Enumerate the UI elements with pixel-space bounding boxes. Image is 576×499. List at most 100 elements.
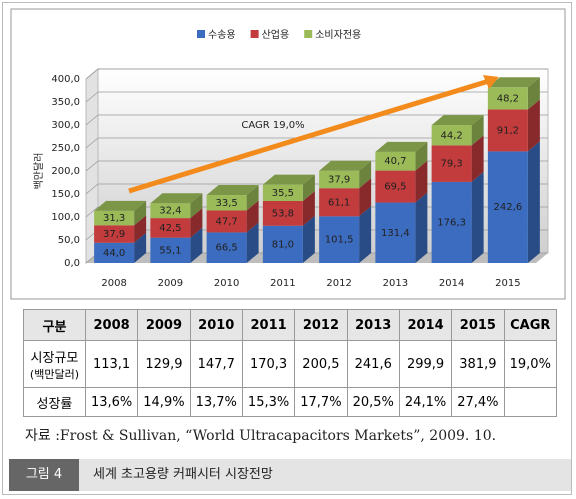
value-label: 35,5 [272, 188, 294, 199]
grid-line [85, 91, 548, 103]
bar-side [190, 193, 203, 219]
table-cell: 299,9 [398, 340, 453, 388]
header-cell: 2011 [241, 309, 296, 341]
value-label: 176,3 [437, 217, 466, 228]
value-label: 242,6 [494, 202, 523, 213]
value-label: 48,2 [497, 93, 519, 104]
value-label: 47,7 [215, 216, 237, 227]
value-label: 66,5 [215, 243, 237, 254]
bar-side [190, 208, 203, 238]
bar-top [487, 77, 540, 88]
caption-title: 세계 초고용량 커패시터 시장전망 [93, 467, 273, 482]
bar [94, 210, 135, 226]
bar [487, 109, 528, 152]
bar [262, 225, 303, 263]
bar-side [302, 215, 315, 263]
source: 자료 :Frost & Sullivan, “World Ultracapaci… [25, 428, 497, 444]
table-cell: 200,5 [294, 340, 348, 388]
row-sublabel: (백만달러) [29, 367, 79, 381]
value-label: 69,5 [384, 182, 406, 193]
bar [431, 125, 472, 146]
table-cell: 17,7% [294, 387, 348, 417]
x-tick-label: 2012 [326, 278, 351, 289]
bar-side [134, 232, 147, 263]
y-tick-label: 300,0 [51, 120, 80, 131]
bar [487, 87, 528, 110]
value-label: 32,4 [159, 206, 181, 217]
bar-side [415, 192, 428, 263]
legend-swatch [250, 30, 259, 38]
bar-side [415, 160, 428, 203]
value-label: 44,0 [103, 248, 125, 259]
legend-label: 소비자전용 [315, 29, 361, 41]
header-cell: 2008 [84, 309, 139, 341]
legend-swatch [304, 30, 313, 38]
table-cell: 24,1% [398, 387, 453, 417]
value-label: 44,2 [440, 130, 462, 141]
bar [375, 170, 416, 203]
value-label: 61,1 [328, 197, 350, 208]
header-cell: 2013 [346, 309, 400, 341]
bar-side [359, 206, 372, 263]
value-label: 31,3 [103, 213, 125, 224]
value-label: 40,7 [384, 156, 406, 167]
header-cell: 구분 [23, 309, 86, 341]
value-label: 33,5 [215, 198, 237, 209]
value-label: 55,1 [159, 245, 181, 256]
y-tick-label: 100,0 [51, 212, 80, 223]
chart: 백만달러 CAGR 19,0% 0,0 50,0 100,0 150,0 200,0 25… [10, 8, 566, 300]
y-tick-label: 50,0 [58, 235, 80, 246]
bar [262, 200, 303, 226]
x-tick-label: 2010 [214, 278, 239, 289]
value-label: 42,5 [159, 223, 181, 234]
bar [206, 232, 247, 263]
table-cell: 170,3 [241, 340, 296, 388]
bar [319, 188, 360, 217]
bar [431, 181, 472, 263]
value-label: 53,8 [272, 208, 294, 219]
y-axis-label: 백만달러 [33, 153, 45, 190]
bar-side [302, 174, 315, 201]
row-label-text: 시장규모 [30, 350, 79, 366]
table-cell: 147,7 [189, 340, 243, 388]
value-label: 79,3 [440, 159, 462, 170]
table-cell: 13,6% [84, 387, 139, 417]
bar [150, 218, 191, 238]
row-label-text: 성장률 [36, 396, 73, 412]
header-cell: 2009 [137, 309, 191, 341]
grid-line [85, 68, 548, 80]
table-row: 시장규모 (백만달러) 113,1 129,9 147,7 170,3 200,5 241,6… [23, 340, 558, 388]
y-tick-label: 250,0 [51, 143, 80, 154]
value-label: 91,2 [497, 125, 519, 136]
bar-top [375, 141, 428, 152]
value-label: 101,5 [325, 235, 354, 246]
bar-top [319, 160, 372, 171]
bar-side [134, 200, 147, 226]
bar-side [190, 227, 203, 263]
x-tick-label: 2009 [158, 278, 183, 289]
y-tick-label: 400,0 [51, 74, 80, 85]
bar-side [415, 141, 428, 171]
table-cell: 27,4% [451, 387, 505, 417]
legend-label: 산업용 [262, 28, 290, 41]
legend-swatch [197, 30, 205, 38]
bar-side [471, 171, 484, 263]
bar-side [302, 190, 315, 226]
bar [150, 237, 191, 263]
bar [487, 151, 528, 263]
chart-border [10, 8, 566, 300]
table-cell: 20,5% [346, 387, 400, 417]
bar [375, 202, 416, 263]
y-tick-label: 200,0 [51, 166, 80, 177]
data-table: 구분 2008 2009 2010 2011 2012 2013 2014 2015 CAGR 시장… [23, 309, 558, 417]
bar [94, 225, 135, 243]
bar-side [527, 99, 540, 152]
legend-label: 수송용 [208, 29, 236, 41]
bar [94, 242, 135, 263]
header-cell: 2014 [398, 309, 453, 341]
y-tick-label: 150,0 [51, 189, 80, 200]
bar-side [527, 77, 540, 110]
bar [150, 203, 191, 219]
bar-side [246, 200, 259, 233]
table-cell: 14,9% [137, 387, 191, 417]
